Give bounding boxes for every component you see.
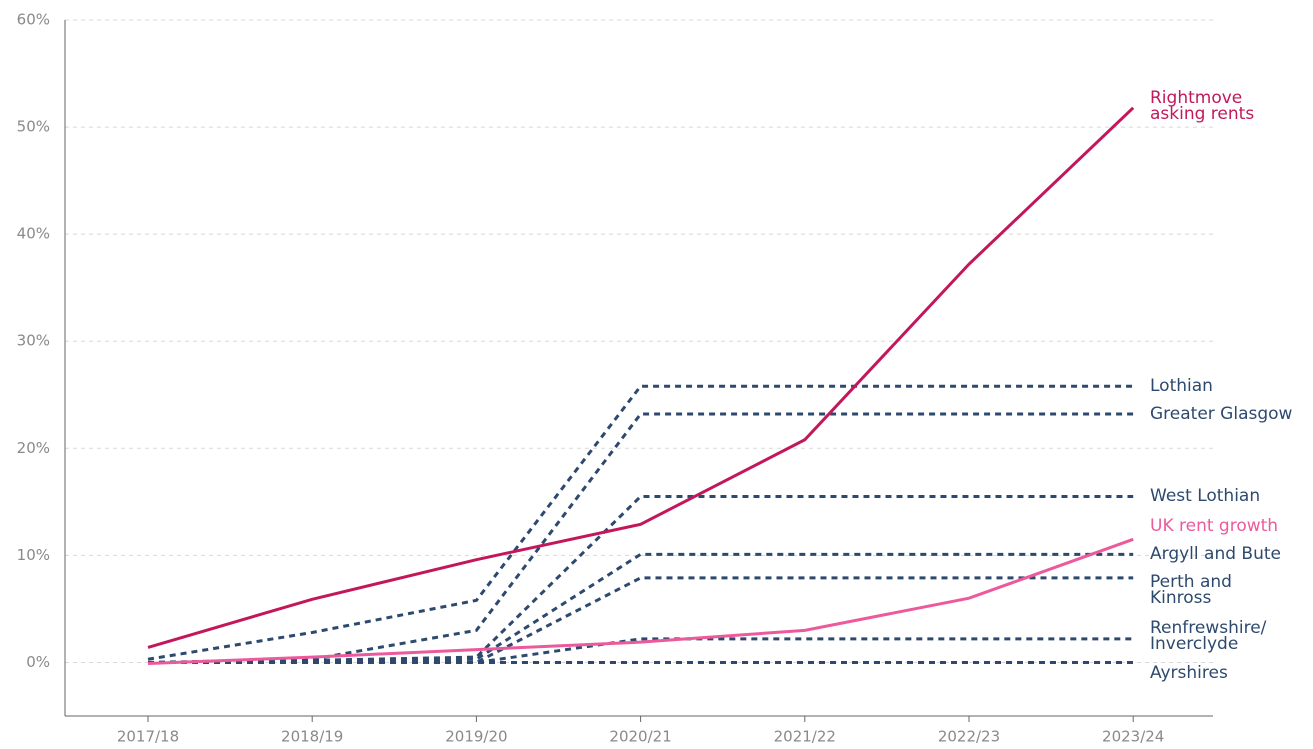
series-label: West Lothian (1150, 486, 1260, 506)
series-label: Rightmove asking rents (1150, 88, 1254, 124)
series-line (147, 537, 1134, 666)
series-line (148, 552, 1134, 664)
series-label: Ayrshires (1150, 663, 1228, 683)
x-tick-label: 2018/19 (281, 728, 343, 746)
x-tick-label: 2020/21 (609, 728, 671, 746)
x-tick-label: 2022/23 (938, 728, 1000, 746)
y-tick-label: 20% (17, 439, 50, 457)
y-tick-label: 30% (17, 332, 50, 350)
series-label: Perth and Kinross (1150, 572, 1237, 608)
series-line (147, 412, 1134, 664)
y-tick-label: 10% (17, 546, 50, 564)
x-tick-label: 2023/24 (1102, 728, 1164, 746)
x-tick-label: 2021/22 (774, 728, 836, 746)
series-line (148, 576, 1134, 664)
series-line (147, 106, 1135, 649)
series-label: Renfrewshire/Inverclyde (1150, 618, 1267, 654)
x-tick-label: 2019/20 (445, 728, 507, 746)
series-label: UK rent growth (1150, 516, 1278, 536)
series-label: Argyll and Bute (1150, 544, 1281, 564)
y-tick-label: 60% (17, 11, 50, 29)
y-tick-label: 40% (17, 225, 50, 243)
series-label: Lothian (1150, 376, 1213, 396)
x-tick-label: 2017/18 (117, 728, 179, 746)
y-tick-label: 50% (17, 118, 50, 136)
y-tick-label: 0% (26, 653, 50, 671)
series-line (147, 384, 1134, 661)
series-label: Greater Glasgow (1150, 404, 1293, 424)
